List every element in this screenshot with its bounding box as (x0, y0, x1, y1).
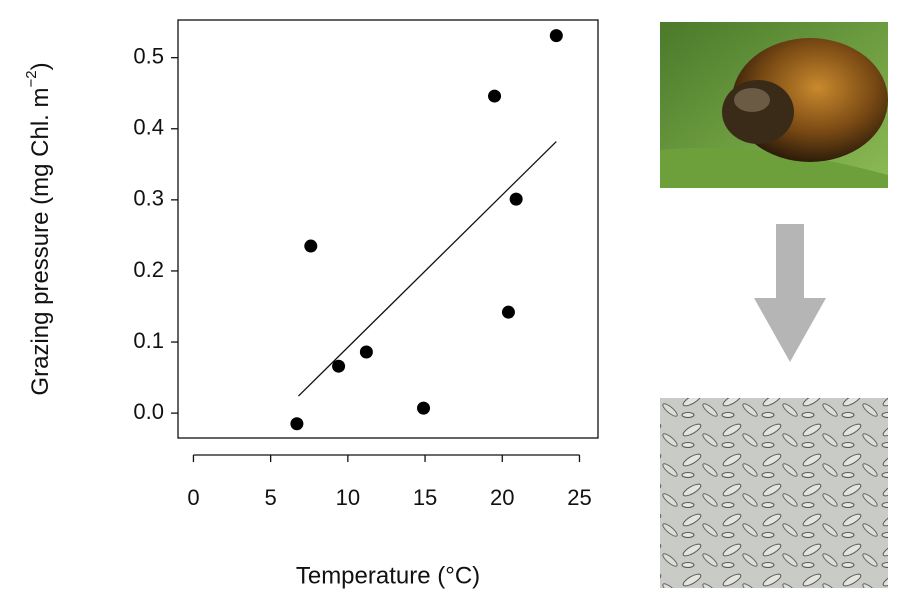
x-tick-label: 5 (265, 485, 277, 510)
x-tick-label: 25 (567, 485, 591, 510)
y-tick-label: 0.0 (133, 399, 164, 424)
point (509, 192, 523, 206)
y-tick-label: 0.5 (133, 43, 164, 68)
snail-photo (660, 22, 888, 188)
y-axis-label-close: ) (27, 62, 54, 70)
x-tick-label: 0 (187, 485, 199, 510)
x-tick-label: 10 (336, 485, 360, 510)
diatom-micrograph (660, 398, 888, 588)
y-tick-label: 0.2 (133, 257, 164, 282)
y-axis-label: Grazing pressure (mg Chl. m−2) (23, 62, 54, 395)
y-axis-label-text: Grazing pressure (mg Chl. m (27, 88, 54, 396)
x-tick-label: 20 (490, 485, 514, 510)
point (501, 305, 515, 319)
y-tick-label: 0.3 (133, 186, 164, 211)
y-tick-label: 0.1 (133, 328, 164, 353)
point (290, 417, 304, 431)
point (304, 239, 318, 253)
point (549, 29, 563, 43)
y-axis-label-exponent: −2 (23, 70, 40, 87)
point (332, 359, 346, 373)
x-axis-label: Temperature (°C) (296, 562, 480, 589)
point (488, 89, 502, 103)
arrow (754, 224, 826, 362)
x-tick-label: 15 (413, 485, 437, 510)
plot-box (177, 19, 599, 439)
y-tick-label: 0.4 (133, 115, 164, 140)
point (417, 401, 431, 415)
point (359, 345, 373, 359)
fit-line (297, 141, 557, 397)
